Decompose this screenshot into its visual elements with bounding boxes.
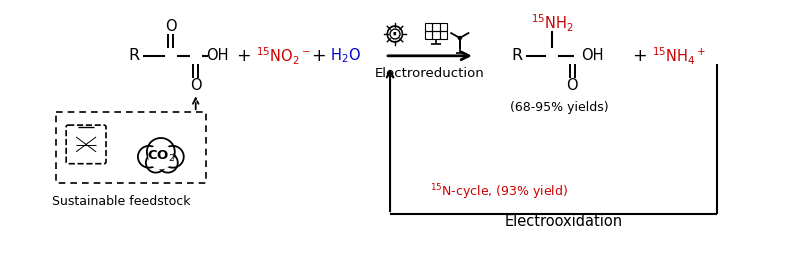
Text: OH: OH [206,48,229,63]
Bar [439,23,447,31]
Bar [439,31,447,39]
Circle shape [458,36,462,39]
Text: O: O [566,78,578,93]
Bar [56,112,206,183]
Text: O: O [165,19,177,34]
Text: H$_2$O: H$_2$O [330,46,361,65]
Circle shape [149,145,173,169]
Bar [425,31,432,39]
Bar [425,23,432,31]
Text: $^{15}$NH$_4$$^+$: $^{15}$NH$_4$$^+$ [652,45,706,66]
Bar [432,31,439,39]
Text: Sustainable feedstock: Sustainable feedstock [52,195,190,208]
Text: O: O [190,78,202,93]
Text: $^{15}$NH$_2$: $^{15}$NH$_2$ [531,12,574,34]
Text: OH: OH [581,48,603,63]
Text: $^{15}$NO$_2$$^-$: $^{15}$NO$_2$$^-$ [255,45,310,66]
Bar [432,23,439,31]
Text: R: R [511,48,522,63]
Text: (68-95% yields): (68-95% yields) [510,101,609,114]
Text: R: R [128,48,139,63]
Text: +: + [236,47,251,65]
Text: +: + [311,47,326,65]
Text: +: + [632,47,646,65]
Text: $\bigodot$: $\bigodot$ [386,23,405,45]
Text: $^{15}$N-cycle, (93% yield): $^{15}$N-cycle, (93% yield) [430,183,568,202]
FancyBboxPatch shape [66,125,106,164]
Text: Electrooxidation: Electrooxidation [504,214,622,229]
Text: Electroreduction: Electroreduction [375,67,485,80]
Text: CO$_2$: CO$_2$ [147,149,175,164]
